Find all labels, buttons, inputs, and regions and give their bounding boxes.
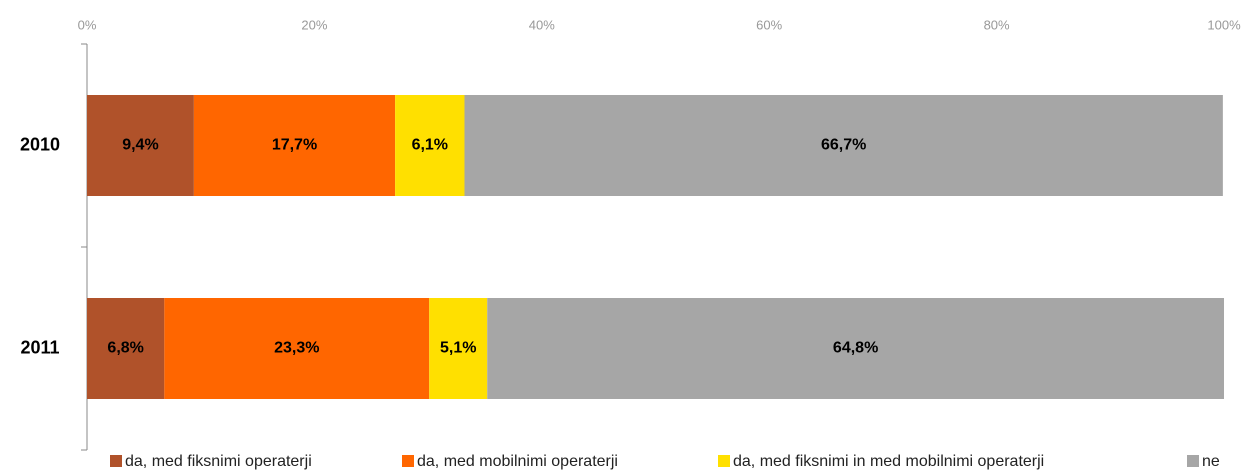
value-label: 5,1% [440, 340, 476, 357]
x-tick-label: 20% [301, 17, 327, 32]
value-label: 64,8% [833, 340, 878, 357]
legend-label: da, med mobilnimi operaterji [417, 453, 618, 470]
value-label: 17,7% [272, 137, 317, 154]
value-label: 66,7% [821, 137, 866, 154]
legend-swatch [1187, 455, 1199, 467]
x-tick-label: 100% [1207, 17, 1241, 32]
bar-segment [395, 95, 465, 196]
bar-segment [487, 298, 1224, 399]
x-tick-label: 40% [529, 17, 555, 32]
category-label: 2011 [20, 337, 59, 357]
value-label: 23,3% [274, 340, 319, 357]
legend-label: da, med fiksnimi operaterji [125, 453, 312, 470]
bar-segment [87, 298, 165, 399]
x-tick-label: 0% [78, 17, 97, 32]
bar-segment [164, 298, 430, 399]
bar-segment [193, 95, 396, 196]
legend-swatch [718, 455, 730, 467]
bar-segment [429, 298, 488, 399]
x-tick-label: 60% [756, 17, 782, 32]
legend-swatch [110, 455, 122, 467]
value-label: 6,8% [107, 340, 143, 357]
value-label: 9,4% [122, 137, 158, 154]
legend-label: ne [1202, 453, 1220, 470]
bar-segment [87, 95, 194, 196]
legend-swatch [402, 455, 414, 467]
x-tick-label: 80% [984, 17, 1010, 32]
bar-segment [464, 95, 1223, 196]
legend-label: da, med fiksnimi in med mobilnimi operat… [733, 453, 1044, 470]
category-label: 2010 [20, 134, 60, 154]
value-label: 6,1% [412, 137, 448, 154]
